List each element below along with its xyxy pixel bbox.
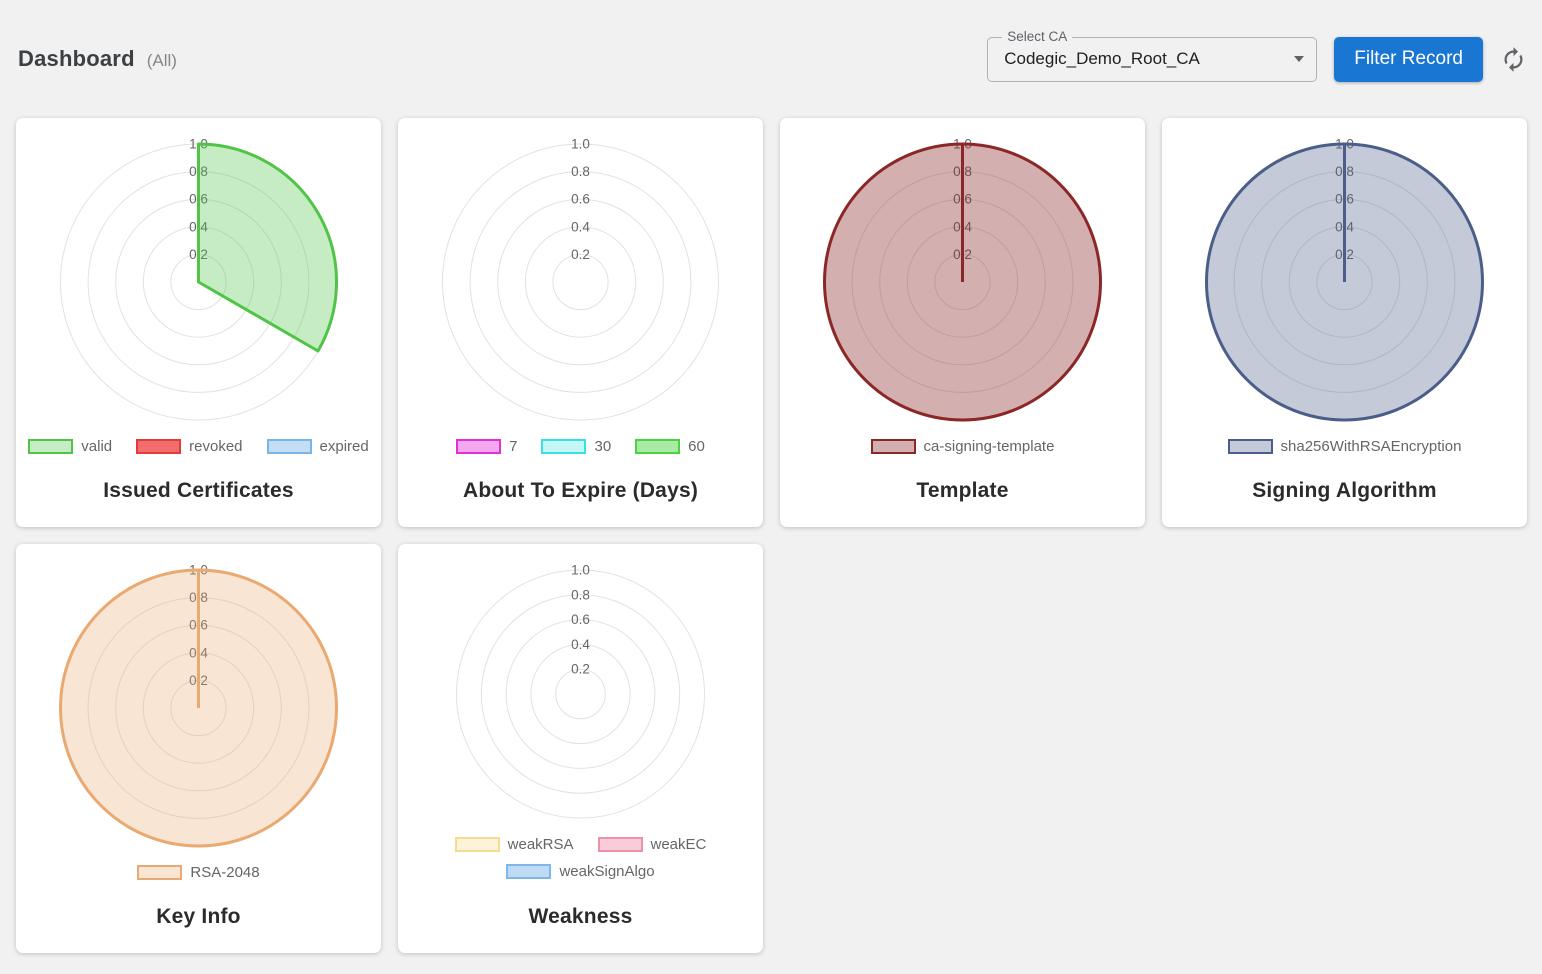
polar-chart: 0.2 0.4 0.6 0.8 1.0: [456, 563, 705, 819]
legend-swatch: [137, 865, 183, 880]
legend-swatch: [454, 837, 500, 852]
legend-item-weakrsa[interactable]: weakRSA: [454, 836, 574, 853]
chart-legend: weakRSA weakEC weakSignAlgo: [421, 836, 741, 880]
legend-item-ca-signing-template[interactable]: ca-signing-template: [870, 438, 1055, 455]
radial-tick-label: 1.0: [571, 137, 590, 152]
chart-card-issued-certificates: 0.20.40.60.81.0 valid revoked expired Issued…: [16, 118, 381, 527]
chart-canvas-area: 0.2 0.4 0.6 0.8 1.0: [398, 118, 763, 434]
chart-title: Key Info: [156, 905, 241, 928]
legend-label: 60: [688, 438, 705, 455]
legend-swatch: [266, 439, 312, 454]
legend-item-60[interactable]: 60: [635, 438, 705, 455]
top-bar: Dashboard (All) Select CA Codegic_Demo_R…: [0, 0, 1542, 118]
page-scope: (All): [146, 51, 177, 70]
legend-label: RSA-2048: [190, 864, 260, 881]
legend-item-valid[interactable]: valid: [28, 438, 112, 455]
radial-tick-label: 0.2: [571, 662, 590, 677]
legend-label: weakEC: [650, 836, 707, 853]
ca-select-value: Codegic_Demo_Root_CA: [1004, 49, 1200, 68]
legend-item-weaksignalgo[interactable]: weakSignAlgo: [506, 863, 655, 880]
chart-card-template: 0.20.40.60.81.0 ca-signing-template Templa…: [780, 118, 1145, 527]
polar-chart: 0.20.40.60.81.0: [59, 563, 338, 848]
chart-title: Signing Algorithm: [1252, 479, 1437, 502]
chart-card-signing-algorithm: 0.20.40.60.81.0 sha256WithRSAEncryption Si…: [1162, 118, 1527, 527]
chart-legend: valid revoked expired: [16, 438, 381, 455]
refresh-icon-glyph: [1504, 46, 1523, 72]
legend-label: expired: [319, 438, 369, 455]
filter-record-button[interactable]: Filter Record: [1334, 36, 1483, 82]
dashboard-grid: 0.2 0.4 0.6 0.8 1.0 valid revoked expired Issued…: [0, 118, 1542, 953]
polar-chart: 0.20.40.60.81.0: [823, 137, 1102, 422]
chart-card-key-info: 0.20.40.60.81.0 RSA-2048 Key Info: [16, 544, 381, 953]
chart-title: About To Expire (Days): [462, 479, 699, 502]
legend-swatch: [506, 864, 552, 879]
legend-label: 30: [594, 438, 612, 455]
page-title: Dashboard: [18, 46, 135, 71]
legend-swatch: [136, 439, 182, 454]
chart-legend: RSA-2048: [16, 864, 381, 881]
chart-canvas-area: 0.20.40.60.81.0: [780, 118, 1145, 434]
legend-label: weakRSA: [507, 836, 574, 853]
chart-legend: sha256WithRSAEncryption: [1162, 438, 1527, 455]
legend-item-sha256withrsaencryption[interactable]: sha256WithRSAEncryption: [1227, 438, 1462, 455]
chart-legend: 7 30 60: [398, 438, 763, 455]
radial-tick-label: 0.6: [571, 192, 590, 207]
legend-swatch: [635, 439, 681, 454]
radial-tick-label: 0.6: [571, 612, 590, 627]
radial-tick-label: 0.8: [571, 587, 590, 602]
legend-label: weakSignAlgo: [559, 863, 655, 880]
legend-item-7[interactable]: 7: [456, 438, 517, 455]
legend-item-expired[interactable]: expired: [266, 438, 369, 455]
legend-swatch: [597, 837, 643, 852]
legend-label: revoked: [189, 438, 243, 455]
polar-chart: 0.20.40.60.81.0: [60, 137, 338, 421]
legend-swatch: [456, 439, 502, 454]
legend-swatch: [28, 439, 74, 454]
ca-select[interactable]: Select CA Codegic_Demo_Root_CA: [987, 27, 1318, 82]
chart-canvas-area: 0.20.40.60.81.0: [16, 544, 381, 860]
polar-chart: 0.20.40.60.81.0: [1205, 137, 1484, 422]
radial-tick-label: 0.2: [571, 247, 590, 262]
chart-canvas-area: 0.2 0.4 0.6 0.8 1.0: [398, 544, 763, 832]
legend-label: 7: [509, 438, 518, 455]
chevron-down-icon: [1294, 56, 1305, 62]
polar-segment: [197, 142, 338, 353]
chart-legend: ca-signing-template: [780, 438, 1145, 455]
legend-item-rsa-2048[interactable]: RSA-2048: [137, 864, 260, 881]
legend-swatch: [870, 439, 916, 454]
chart-card-weakness: 0.2 0.4 0.6 0.8 1.0 weakRSA weakEC weakSignAlgo…: [398, 544, 763, 953]
chart-title: Template: [916, 479, 1009, 502]
radial-tick-label: 1.0: [571, 563, 590, 578]
chart-title: Issued Certificates: [103, 479, 294, 502]
radial-tick-label: 0.8: [571, 164, 590, 179]
legend-item-revoked[interactable]: revoked: [136, 438, 243, 455]
legend-item-30[interactable]: 30: [541, 438, 611, 455]
radial-tick-label: 0.4: [571, 219, 590, 234]
chart-canvas-area: 0.20.40.60.81.0: [16, 118, 381, 434]
legend-label: valid: [81, 438, 113, 455]
legend-item-weakec[interactable]: weakEC: [597, 836, 707, 853]
chart-canvas-area: 0.20.40.60.81.0: [1162, 118, 1527, 434]
chart-card-about-to-expire-days: 0.2 0.4 0.6 0.8 1.0 7 30 60 About To Expire (Day…: [398, 118, 763, 527]
legend-swatch: [541, 439, 587, 454]
ca-select-label: Select CA: [1002, 27, 1073, 47]
refresh-icon[interactable]: [1500, 46, 1527, 73]
legend-label: sha256WithRSAEncryption: [1280, 438, 1462, 455]
breadcrumb: Dashboard (All): [18, 46, 177, 72]
legend-swatch: [1227, 439, 1273, 454]
radial-tick-label: 0.4: [571, 637, 590, 652]
polar-chart: 0.2 0.4 0.6 0.8 1.0: [442, 137, 719, 421]
toolbar: Select CA Codegic_Demo_Root_CA Filter Re…: [987, 27, 1527, 82]
legend-label: ca-signing-template: [923, 438, 1055, 455]
chart-title: Weakness: [528, 905, 633, 928]
